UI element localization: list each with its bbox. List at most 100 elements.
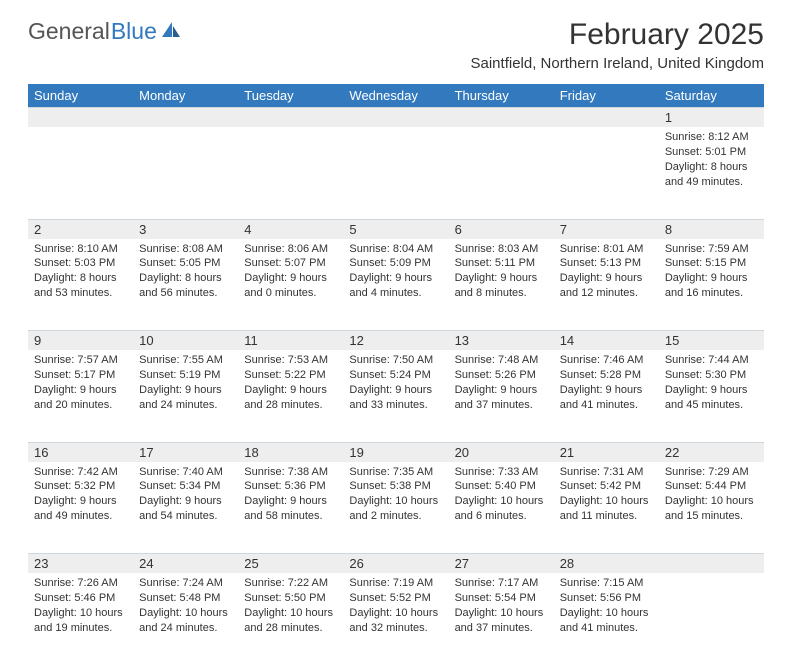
day-line: Sunset: 5:42 PM — [560, 479, 653, 494]
daynum-cell: 15 — [659, 331, 764, 351]
logo: GeneralBlue — [28, 18, 182, 45]
day-line: Sunrise: 7:44 AM — [665, 353, 758, 368]
day-cell: Sunrise: 7:55 AMSunset: 5:19 PMDaylight:… — [133, 350, 238, 442]
day-line: Sunset: 5:05 PM — [139, 256, 232, 271]
daynum-cell: 24 — [133, 554, 238, 574]
day-line: and 28 minutes. — [244, 398, 337, 413]
day-line: Sunrise: 7:31 AM — [560, 465, 653, 480]
daynum-cell: 8 — [659, 219, 764, 239]
day-line: Sunrise: 8:08 AM — [139, 242, 232, 257]
day-line: Daylight: 9 hours — [349, 383, 442, 398]
day-line: and 24 minutes. — [139, 621, 232, 636]
day-line: Sunset: 5:56 PM — [560, 591, 653, 606]
daynum-cell: 14 — [554, 331, 659, 351]
day-line: Daylight: 10 hours — [455, 494, 548, 509]
day-line: and 16 minutes. — [665, 286, 758, 301]
week-row: Sunrise: 8:10 AMSunset: 5:03 PMDaylight:… — [28, 239, 764, 331]
day-content: Sunrise: 7:44 AMSunset: 5:30 PMDaylight:… — [659, 350, 764, 418]
day-line: and 2 minutes. — [349, 509, 442, 524]
week-row: Sunrise: 7:42 AMSunset: 5:32 PMDaylight:… — [28, 462, 764, 554]
day-cell: Sunrise: 7:50 AMSunset: 5:24 PMDaylight:… — [343, 350, 448, 442]
day-line: and 8 minutes. — [455, 286, 548, 301]
day-line: Sunrise: 7:17 AM — [455, 576, 548, 591]
day-line: Daylight: 8 hours — [139, 271, 232, 286]
daynum-cell — [449, 108, 554, 128]
day-line: Sunrise: 7:55 AM — [139, 353, 232, 368]
day-line: Sunset: 5:11 PM — [455, 256, 548, 271]
day-content: Sunrise: 7:31 AMSunset: 5:42 PMDaylight:… — [554, 462, 659, 530]
day-line: and 19 minutes. — [34, 621, 127, 636]
day-line: Sunrise: 7:57 AM — [34, 353, 127, 368]
daynum-cell: 16 — [28, 442, 133, 462]
week-row: Sunrise: 7:57 AMSunset: 5:17 PMDaylight:… — [28, 350, 764, 442]
location: Saintfield, Northern Ireland, United Kin… — [471, 55, 765, 72]
day-line: Sunset: 5:38 PM — [349, 479, 442, 494]
day-content: Sunrise: 7:57 AMSunset: 5:17 PMDaylight:… — [28, 350, 133, 418]
title-block: February 2025 Saintfield, Northern Irela… — [471, 18, 765, 72]
day-line: Sunrise: 8:12 AM — [665, 130, 758, 145]
day-content: Sunrise: 7:38 AMSunset: 5:36 PMDaylight:… — [238, 462, 343, 530]
day-line: Sunrise: 7:42 AM — [34, 465, 127, 480]
day-line: Sunset: 5:19 PM — [139, 368, 232, 383]
day-cell: Sunrise: 7:26 AMSunset: 5:46 PMDaylight:… — [28, 573, 133, 665]
day-line: Sunset: 5:46 PM — [34, 591, 127, 606]
day-line: Sunset: 5:24 PM — [349, 368, 442, 383]
day-content: Sunrise: 8:01 AMSunset: 5:13 PMDaylight:… — [554, 239, 659, 307]
day-cell: Sunrise: 8:01 AMSunset: 5:13 PMDaylight:… — [554, 239, 659, 331]
day-line: Daylight: 10 hours — [244, 606, 337, 621]
daynum-cell: 7 — [554, 219, 659, 239]
daynum-cell: 28 — [554, 554, 659, 574]
day-line: Sunset: 5:36 PM — [244, 479, 337, 494]
day-cell — [343, 127, 448, 219]
day-cell: Sunrise: 7:22 AMSunset: 5:50 PMDaylight:… — [238, 573, 343, 665]
sail-icon — [160, 18, 182, 45]
day-cell: Sunrise: 7:24 AMSunset: 5:48 PMDaylight:… — [133, 573, 238, 665]
day-line: Daylight: 9 hours — [34, 383, 127, 398]
day-content: Sunrise: 7:19 AMSunset: 5:52 PMDaylight:… — [343, 573, 448, 641]
day-line: Sunset: 5:54 PM — [455, 591, 548, 606]
day-line: Sunset: 5:03 PM — [34, 256, 127, 271]
day-line: Sunrise: 7:40 AM — [139, 465, 232, 480]
topbar: GeneralBlue February 2025 Saintfield, No… — [28, 18, 764, 72]
day-line: Sunset: 5:22 PM — [244, 368, 337, 383]
daynum-cell: 19 — [343, 442, 448, 462]
day-line: and 53 minutes. — [34, 286, 127, 301]
day-content: Sunrise: 8:08 AMSunset: 5:05 PMDaylight:… — [133, 239, 238, 307]
day-line: Daylight: 9 hours — [244, 494, 337, 509]
day-line: and 49 minutes. — [34, 509, 127, 524]
day-line: Sunrise: 8:06 AM — [244, 242, 337, 257]
day-cell — [449, 127, 554, 219]
day-cell: Sunrise: 7:15 AMSunset: 5:56 PMDaylight:… — [554, 573, 659, 665]
day-line: Daylight: 10 hours — [349, 606, 442, 621]
daynum-cell: 11 — [238, 331, 343, 351]
day-line: Sunset: 5:15 PM — [665, 256, 758, 271]
day-cell: Sunrise: 7:42 AMSunset: 5:32 PMDaylight:… — [28, 462, 133, 554]
daynum-cell: 20 — [449, 442, 554, 462]
day-line: Daylight: 10 hours — [560, 606, 653, 621]
day-line: Sunrise: 7:50 AM — [349, 353, 442, 368]
day-line: and 37 minutes. — [455, 621, 548, 636]
day-cell: Sunrise: 7:53 AMSunset: 5:22 PMDaylight:… — [238, 350, 343, 442]
daynum-cell: 18 — [238, 442, 343, 462]
day-line: Daylight: 9 hours — [349, 271, 442, 286]
daynum-cell: 10 — [133, 331, 238, 351]
day-cell: Sunrise: 8:08 AMSunset: 5:05 PMDaylight:… — [133, 239, 238, 331]
day-cell: Sunrise: 7:33 AMSunset: 5:40 PMDaylight:… — [449, 462, 554, 554]
day-line: Sunrise: 8:04 AM — [349, 242, 442, 257]
day-line: and 4 minutes. — [349, 286, 442, 301]
day-line: Daylight: 9 hours — [455, 383, 548, 398]
day-cell: Sunrise: 7:35 AMSunset: 5:38 PMDaylight:… — [343, 462, 448, 554]
day-header: Wednesday — [343, 84, 448, 108]
daynum-cell: 5 — [343, 219, 448, 239]
day-content: Sunrise: 7:59 AMSunset: 5:15 PMDaylight:… — [659, 239, 764, 307]
day-content: Sunrise: 7:15 AMSunset: 5:56 PMDaylight:… — [554, 573, 659, 641]
daynum-cell: 6 — [449, 219, 554, 239]
day-line: and 58 minutes. — [244, 509, 337, 524]
day-content: Sunrise: 7:46 AMSunset: 5:28 PMDaylight:… — [554, 350, 659, 418]
calendar: Sunday Monday Tuesday Wednesday Thursday… — [28, 84, 764, 665]
day-line: and 12 minutes. — [560, 286, 653, 301]
day-line: Daylight: 9 hours — [665, 271, 758, 286]
day-cell: Sunrise: 7:17 AMSunset: 5:54 PMDaylight:… — [449, 573, 554, 665]
day-line: Sunrise: 7:33 AM — [455, 465, 548, 480]
day-header: Thursday — [449, 84, 554, 108]
